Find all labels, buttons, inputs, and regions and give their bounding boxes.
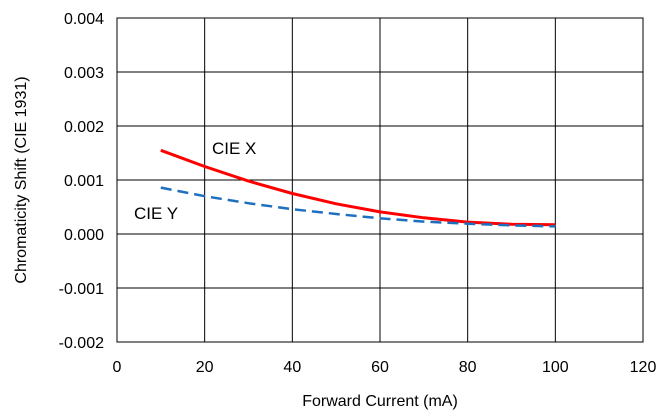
- series-line-cie-x: [160, 148, 556, 227]
- y-tick-label: 0.003: [64, 65, 104, 82]
- x-tick-label: 100: [542, 359, 569, 376]
- series-labels: CIE X CIE Y: [134, 139, 256, 223]
- x-tick-label: 60: [371, 359, 389, 376]
- y-tick-label: -0.002: [59, 335, 104, 352]
- x-tick-label: 80: [459, 359, 477, 376]
- x-tick-label: 120: [630, 359, 657, 376]
- y-tick-label: 0.001: [64, 173, 104, 190]
- x-tick-labels: 0 20 40 60 80 100 120: [113, 359, 657, 376]
- x-axis-title: Forward Current (mA): [302, 393, 458, 410]
- plot-frame: [116, 17, 644, 343]
- series-line-cie-y: [160, 186, 556, 228]
- series-layer: [160, 148, 556, 228]
- series-label-cie-y: CIE Y: [134, 204, 178, 223]
- y-tick-label: -0.001: [59, 281, 104, 298]
- x-tick-label: 40: [283, 359, 301, 376]
- series-label-cie-x: CIE X: [212, 139, 256, 158]
- y-tick-label: 0.002: [64, 119, 104, 136]
- x-tick-label: 0: [113, 359, 122, 376]
- x-tick-label: 20: [196, 359, 214, 376]
- y-tick-label: 0.004: [64, 11, 104, 28]
- grid: [116, 17, 644, 343]
- y-axis-title: Chromaticity Shift (CIE 1931): [13, 76, 30, 283]
- y-tick-label: 0.000: [64, 227, 104, 244]
- y-tick-labels: -0.002 -0.001 0.000 0.001 0.002 0.003 0.004: [59, 11, 104, 352]
